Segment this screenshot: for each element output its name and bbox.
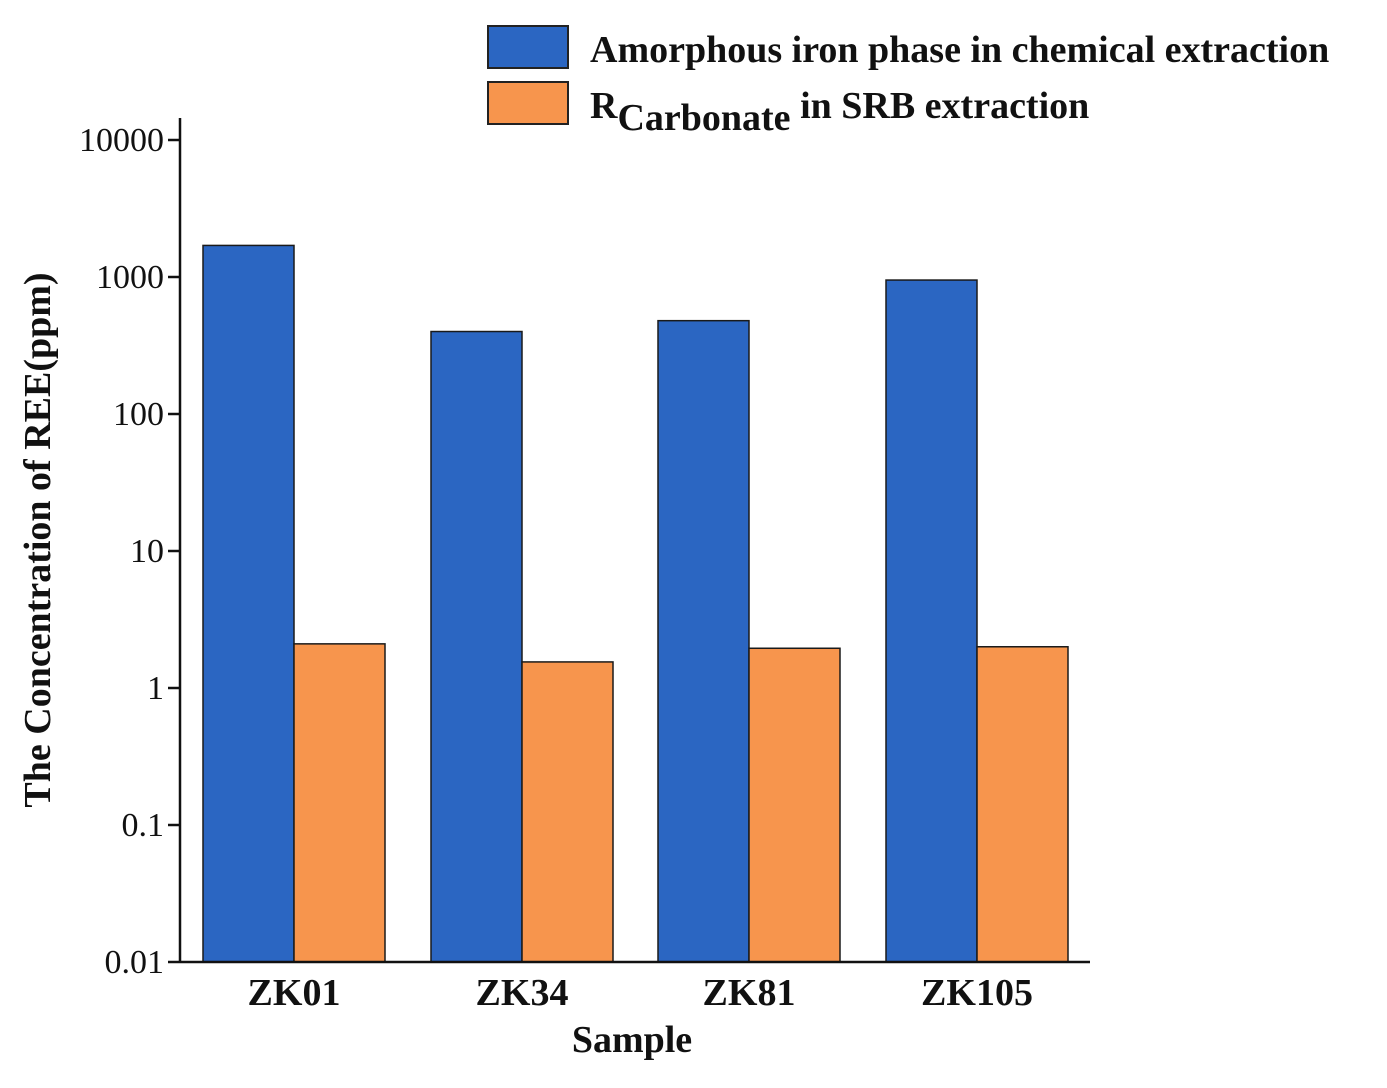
legend-label-rcarbonate-rest: in SRB extraction — [791, 85, 1090, 127]
legend: Amorphous iron phase in chemical extract… — [487, 25, 1329, 139]
bar-zk01-series-2 — [293, 643, 386, 963]
y-tick-label-10000: 10000 — [79, 122, 164, 159]
y-tick-label-1000: 1000 — [96, 259, 164, 296]
legend-label-rcarbonate: RCarbonate in SRB extraction — [590, 85, 1089, 139]
x-tick-label-zk01: ZK01 — [248, 972, 341, 1014]
bar-zk105-series-2 — [976, 646, 1069, 963]
bar-zk34-series-2 — [521, 661, 614, 963]
bar-zk105-series-1 — [885, 279, 978, 963]
plot-area: ZK01 ZK34 ZK81 ZK105 10000 1000 100 10 1 0.1 0.01 — [79, 118, 1090, 1014]
x-tick-label-zk34: ZK34 — [476, 972, 569, 1014]
legend-label-rcarbonate-sub: Carbonate — [617, 97, 790, 139]
x-tick-label-zk81: ZK81 — [703, 972, 796, 1014]
legend-label-rcarbonate-main: R — [590, 85, 618, 127]
bar-zk01-series-1 — [202, 244, 295, 963]
legend-swatch-rcarbonate — [487, 81, 569, 125]
y-tick-label-10: 10 — [130, 533, 164, 570]
legend-swatch-amorphous-iron — [487, 25, 569, 69]
bar-zk34-series-1 — [430, 330, 523, 963]
bar-zk81-series-2 — [748, 647, 841, 963]
legend-label-amorphous-iron: Amorphous iron phase in chemical extract… — [590, 29, 1329, 71]
y-tick-label-100: 100 — [113, 396, 164, 433]
x-axis-title: Sample — [572, 1019, 692, 1061]
y-tick-label-0.1: 0.1 — [122, 807, 165, 844]
bar-zk81-series-1 — [657, 319, 750, 963]
y-tick-label-0.01: 0.01 — [105, 944, 165, 981]
x-tick-label-zk105: ZK105 — [921, 972, 1033, 1014]
y-axis-title: The Concentration of REE(ppm) — [17, 272, 59, 807]
y-tick-label-1: 1 — [147, 670, 164, 707]
